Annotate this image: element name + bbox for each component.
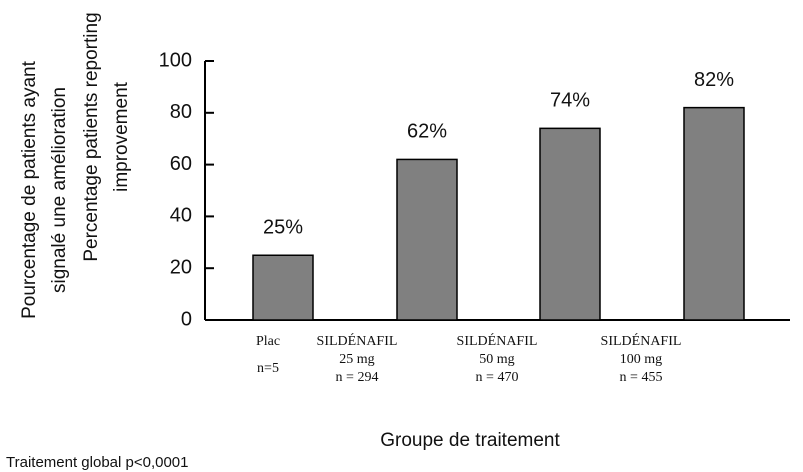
footnote: Traitement global p<0,0001	[6, 454, 188, 471]
x-tick-label: n=5	[257, 361, 279, 376]
y-tick-label: 40	[170, 205, 192, 227]
x-tick-label: 50 mg	[479, 352, 514, 367]
x-tick-label: SILDÉNAFIL	[601, 332, 682, 349]
y-axis-label: signalé une amélioration	[49, 87, 70, 293]
y-tick-label: 20	[170, 256, 192, 278]
x-tick-label: 100 mg	[620, 352, 662, 367]
x-tick-label: Plac	[256, 334, 280, 349]
x-tick-label: n = 470	[476, 370, 519, 385]
y-tick-label: 0	[181, 308, 192, 330]
bar	[683, 106, 745, 321]
x-tick-label: n = 455	[620, 370, 663, 385]
y-axis-label: improvement	[111, 81, 132, 192]
bar	[252, 254, 314, 321]
x-axis-label: Groupe de traitement	[380, 430, 560, 451]
y-axis-label: Pourcentage de patients ayant	[19, 60, 40, 318]
x-tick-label: n = 294	[336, 370, 379, 385]
y-tick-label: 100	[159, 49, 192, 71]
x-tick-label: SILDÉNAFIL	[317, 332, 398, 349]
bar	[396, 158, 458, 321]
data-label: 82%	[694, 69, 734, 91]
x-tick-label: SILDÉNAFIL	[457, 332, 538, 349]
data-label: 62%	[407, 121, 447, 143]
data-label: 74%	[550, 90, 590, 112]
x-tick-label: 25 mg	[339, 352, 374, 367]
y-tick-label: 60	[170, 153, 192, 175]
bar	[539, 127, 601, 321]
y-axis-label: Percentage patients reporting	[81, 12, 102, 261]
data-label: 25%	[263, 217, 303, 239]
y-tick-label: 80	[170, 101, 192, 123]
